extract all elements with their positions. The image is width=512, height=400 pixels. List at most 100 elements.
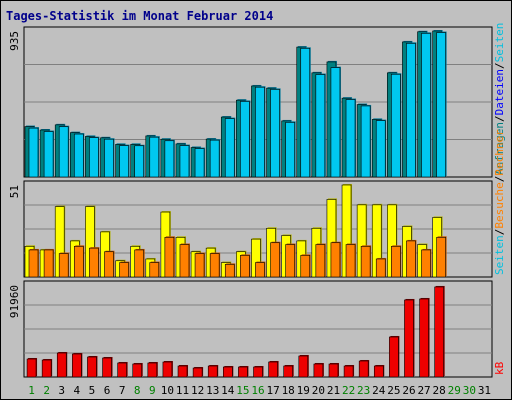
bar-kb-day-7 [117,361,128,378]
bar-files-day-12 [194,147,206,178]
day-label-1: 1 [28,384,35,397]
bar-files [224,118,235,178]
bar-files [164,140,175,178]
bar-kb-day-24 [373,364,385,378]
bar-files-day-23 [360,104,372,178]
bar-visits-day-23 [360,245,372,278]
bar-files-day-3 [58,125,70,178]
bar-files [179,145,190,178]
legend-visits: Besuche [493,182,506,228]
bar-kb-day-22 [343,364,355,378]
bar-visits-day-27 [421,248,432,278]
day-label-12: 12 [191,384,204,397]
bar-kb [434,286,444,378]
bar-visits-day-18 [285,243,296,278]
bar-files [89,137,99,178]
bar-visits [255,262,265,278]
series-legend: kB [493,361,506,375]
bar-visits-day-20 [315,243,326,278]
bar-kb-day-20 [313,362,324,378]
day-label-5: 5 [89,384,96,397]
chart-title: Tages-Statistik im Monat Februar 2014 [6,9,273,23]
bar-visits-day-4 [73,245,85,278]
legend-kb: kB [493,361,506,375]
legend-files: Dateien [493,69,506,115]
bar-kb-day-9 [147,361,158,378]
bar-visits-day-16 [255,261,266,278]
day-label-4: 4 [74,384,81,397]
bar-kb-day-18 [283,364,294,378]
bar-visits [209,253,220,278]
bar-visits [270,242,280,278]
bar-visits-day-28 [436,236,447,278]
bar-kb-day-11 [177,364,189,378]
bar-kb-day-15 [238,365,249,378]
bar-files [300,48,311,178]
bar-files [43,131,54,178]
bar-files-day-9 [149,136,160,178]
bar-visits-day-7 [119,261,130,278]
bar-visits-day-15 [240,254,251,278]
bar-kb [283,365,293,378]
bar-kb [177,365,188,378]
panel-kb: 91960 kB [8,280,506,378]
bar-visits-day-6 [104,250,115,278]
day-label-8: 8 [134,384,141,397]
day-label-9: 9 [149,384,156,397]
bar-kb [192,367,203,378]
bar-visits [28,249,39,278]
bar-visits [119,262,129,278]
bar-visits [240,255,250,278]
bar-kb-day-16 [253,365,264,378]
bar-kb-day-3 [56,351,68,378]
bar-kb [56,352,67,378]
chart-panels: 935Anfragen/Dateien/Seiten51Seiten/Besuc… [8,23,506,378]
bar-files [149,136,160,178]
day-label-18: 18 [282,384,295,397]
bar-visits [58,253,69,278]
bar-files [240,101,250,178]
bar-files [73,133,84,178]
bar-files-day-1 [28,127,39,178]
bar-files-day-6 [104,138,115,178]
day-label-7: 7 [119,384,126,397]
bar-visits-day-9 [149,261,160,278]
bar-files-day-13 [209,139,221,178]
bar-kb [328,363,339,378]
bar-visits [89,247,99,278]
bar-kb-day-10 [162,360,173,378]
bar-files [391,73,401,178]
day-label-25: 25 [387,384,400,397]
day-label-29: 29 [448,384,461,397]
bar-files-day-21 [330,66,341,178]
bar-kb [132,363,143,378]
bar-files-day-4 [73,133,85,178]
bar-visits-day-25 [391,245,402,278]
bar-kb-day-26 [404,298,415,378]
bar-visits-day-19 [300,254,311,278]
bar-files-day-7 [119,144,130,178]
bar-visits [149,262,160,278]
bar-kb [419,298,429,378]
bar-visits [315,244,326,278]
bar-files-day-2 [43,130,55,178]
legend-pages: Seiten [493,23,506,63]
bar-kb [147,362,158,378]
bar-visits [224,264,235,278]
bar-visits-day-5 [89,247,100,278]
bar-kb [343,365,354,378]
bar-visits-day-1 [28,248,39,278]
day-label-6: 6 [104,384,111,397]
bar-files-day-8 [134,144,145,178]
bar-kb [298,355,309,378]
bar-kb-day-6 [102,356,113,378]
day-label-19: 19 [297,384,310,397]
bar-kb-day-4 [72,352,83,378]
bar-visits-day-2 [43,248,55,278]
day-label-14: 14 [221,384,235,397]
bar-kb-day-27 [419,297,430,378]
bar-visits-day-12 [194,252,206,278]
day-label-22: 22 [342,384,355,397]
